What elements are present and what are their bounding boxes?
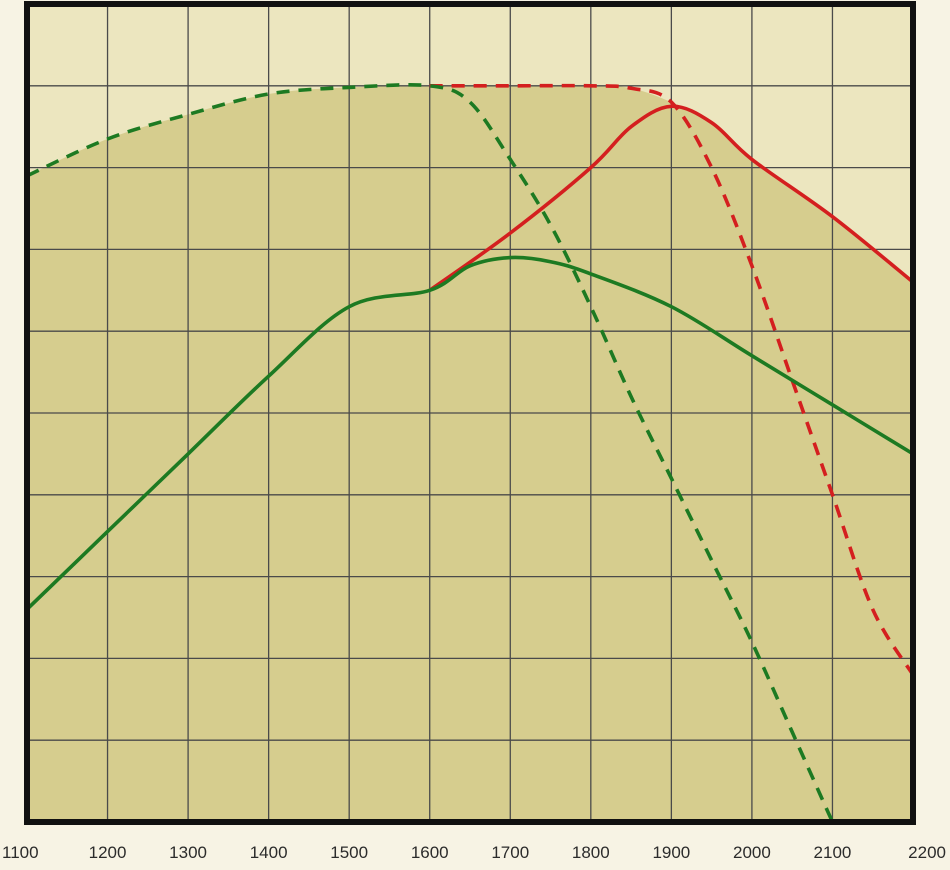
area-under-envelope: [27, 85, 913, 822]
chart-grid: [26, 3, 914, 823]
x-tick-label: 1400: [250, 843, 288, 862]
x-tick-label: 1300: [169, 843, 207, 862]
x-tick-label: 1800: [572, 843, 610, 862]
x-tick-label: 1900: [652, 843, 690, 862]
x-axis-ticks: 1100 1200 1300 1400 1500 1600 1700 1800 1900 2000…: [2, 843, 946, 862]
series-line-green-solid: [27, 255, 913, 611]
x-tick-label: 1500: [330, 843, 368, 862]
x-tick-label: 1700: [491, 843, 529, 862]
x-tick-label: 1200: [89, 843, 127, 862]
chart-area-fill: [27, 85, 913, 822]
series-line-red-solid: [428, 104, 913, 292]
plot-frame: [24, 1, 916, 825]
series-line-green-dashed: [27, 83, 835, 822]
x-tick-label: 2000: [733, 843, 771, 862]
x-tick-label: 1600: [411, 843, 449, 862]
x-tick-label: 2200: [908, 843, 946, 862]
x-tick-label: 1100: [2, 843, 39, 862]
series-line-red-dashed: [429, 83, 913, 676]
x-tick-label: 2100: [814, 843, 852, 862]
chart-series: [27, 83, 913, 822]
